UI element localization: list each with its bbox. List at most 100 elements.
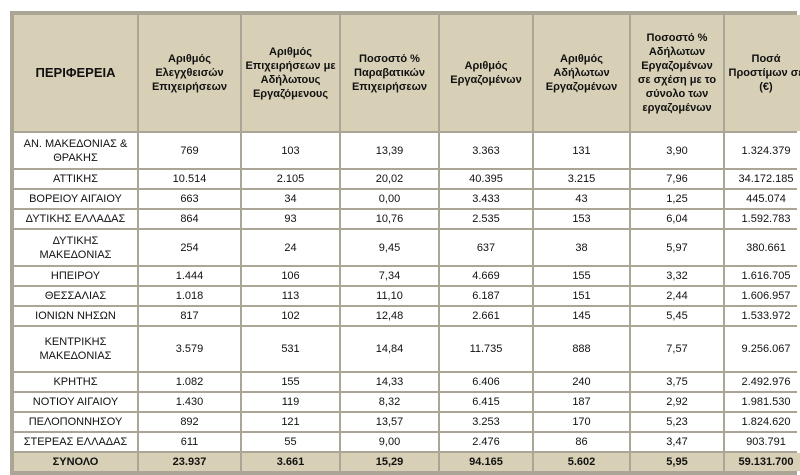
value-cell: 131 bbox=[534, 133, 629, 168]
table-row: ΠΕΛΟΠΟΝΝΗΣΟΥ 892 121 13,57 3.253 170 5,23 1.824… bbox=[14, 413, 800, 431]
table-row: ΗΠΕΙΡΟΥ 1.444 106 7,34 4.669 155 3,32 1.616.705 bbox=[14, 267, 800, 285]
value-cell: 1,25 bbox=[631, 190, 723, 208]
table-row: ΣΤΕΡΕΑΣ ΕΛΛΑΔΑΣ 611 55 9,00 2.476 86 3,47 903.7… bbox=[14, 433, 800, 451]
value-cell: 8,32 bbox=[341, 393, 438, 411]
value-cell: 3.363 bbox=[440, 133, 532, 168]
value-cell: 12,48 bbox=[341, 307, 438, 325]
region-cell: ΝΟΤΙΟΥ ΑΙΓΑΙΟΥ bbox=[14, 393, 137, 411]
value-cell: 2,44 bbox=[631, 287, 723, 305]
region-cell: ΑΝ. ΜΑΚΕΔΟΝΙΑΣ & ΘΡΑΚΗΣ bbox=[14, 133, 137, 168]
region-cell: ΚΕΝΤΡΙΚΗΣ ΜΑΚΕΔΟΝΙΑΣ bbox=[14, 327, 137, 371]
value-cell: 445.074 bbox=[725, 190, 800, 208]
value-cell: 103 bbox=[242, 133, 339, 168]
value-cell: 637 bbox=[440, 230, 532, 265]
region-cell: ΘΕΣΣΑΛΙΑΣ bbox=[14, 287, 137, 305]
value-cell: 1.616.705 bbox=[725, 267, 800, 285]
value-cell: 9.256.067 bbox=[725, 327, 800, 371]
value-cell: 11.735 bbox=[440, 327, 532, 371]
value-cell: 151 bbox=[534, 287, 629, 305]
value-cell: 14,33 bbox=[341, 373, 438, 391]
value-cell: 380.661 bbox=[725, 230, 800, 265]
value-cell: 1.324.379 bbox=[725, 133, 800, 168]
value-cell: 2.535 bbox=[440, 210, 532, 228]
header-cell: ΠΕΡΙΦΕΡΕΙΑ bbox=[14, 15, 137, 131]
value-cell: 3.215 bbox=[534, 170, 629, 188]
value-cell: 10.514 bbox=[139, 170, 240, 188]
table-frame: ΠΕΡΙΦΕΡΕΙΑ Αριθμός Ελεγχθεισών Επιχειρήσε… bbox=[10, 11, 800, 475]
value-cell: 6.415 bbox=[440, 393, 532, 411]
value-cell: 1.606.957 bbox=[725, 287, 800, 305]
value-cell: 531 bbox=[242, 327, 339, 371]
value-cell: 3.579 bbox=[139, 327, 240, 371]
value-cell: 24 bbox=[242, 230, 339, 265]
region-cell: ΔΥΤΙΚΗΣ ΕΛΛΑΔΑΣ bbox=[14, 210, 137, 228]
value-cell: 2.476 bbox=[440, 433, 532, 451]
value-cell: 611 bbox=[139, 433, 240, 451]
value-cell: 1.018 bbox=[139, 287, 240, 305]
value-cell: 113 bbox=[242, 287, 339, 305]
total-cell: 94.165 bbox=[440, 453, 532, 471]
value-cell: 10,76 bbox=[341, 210, 438, 228]
value-cell: 1.444 bbox=[139, 267, 240, 285]
value-cell: 119 bbox=[242, 393, 339, 411]
total-cell: 3.661 bbox=[242, 453, 339, 471]
table-row: ΝΟΤΙΟΥ ΑΙΓΑΙΟΥ 1.430 119 8,32 6.415 187 2,92 1.… bbox=[14, 393, 800, 411]
value-cell: 34.172.185 bbox=[725, 170, 800, 188]
value-cell: 2,92 bbox=[631, 393, 723, 411]
value-cell: 6,04 bbox=[631, 210, 723, 228]
value-cell: 34 bbox=[242, 190, 339, 208]
value-cell: 3.433 bbox=[440, 190, 532, 208]
value-cell: 903.791 bbox=[725, 433, 800, 451]
value-cell: 1.981.530 bbox=[725, 393, 800, 411]
value-cell: 3.253 bbox=[440, 413, 532, 431]
header-cell: Αριθμός Εργαζομένων bbox=[440, 15, 532, 131]
value-cell: 3,32 bbox=[631, 267, 723, 285]
region-cell: ΠΕΛΟΠΟΝΝΗΣΟΥ bbox=[14, 413, 137, 431]
region-cell: ΗΠΕΙΡΟΥ bbox=[14, 267, 137, 285]
table-row: ΒΟΡΕΙΟΥ ΑΙΓΑΙΟΥ 663 34 0,00 3.433 43 1,25 445.0… bbox=[14, 190, 800, 208]
value-cell: 13,57 bbox=[341, 413, 438, 431]
table-row: ΚΕΝΤΡΙΚΗΣ ΜΑΚΕΔΟΝΙΑΣ 3.579 531 14,84 11.735 8… bbox=[14, 327, 800, 371]
value-cell: 1.082 bbox=[139, 373, 240, 391]
header-cell: Αριθμός Αδήλωτων Εργαζομένων bbox=[534, 15, 629, 131]
value-cell: 2.492.976 bbox=[725, 373, 800, 391]
region-cell: ΙΟΝΙΩΝ ΝΗΣΩΝ bbox=[14, 307, 137, 325]
value-cell: 155 bbox=[242, 373, 339, 391]
value-cell: 6.406 bbox=[440, 373, 532, 391]
value-cell: 864 bbox=[139, 210, 240, 228]
value-cell: 7,34 bbox=[341, 267, 438, 285]
region-cell: ΣΤΕΡΕΑΣ ΕΛΛΑΔΑΣ bbox=[14, 433, 137, 451]
value-cell: 817 bbox=[139, 307, 240, 325]
value-cell: 121 bbox=[242, 413, 339, 431]
total-cell: 15,29 bbox=[341, 453, 438, 471]
table-row: ΙΟΝΙΩΝ ΝΗΣΩΝ 817 102 12,48 2.661 145 5,45 1.533… bbox=[14, 307, 800, 325]
total-row: ΣΥΝΟΛΟ 23.937 3.661 15,29 94.165 5.602 5,95 59.… bbox=[14, 453, 800, 471]
value-cell: 1.430 bbox=[139, 393, 240, 411]
value-cell: 3,75 bbox=[631, 373, 723, 391]
table-row: ΑΤΤΙΚΗΣ 10.514 2.105 20,02 40.395 3.215 7,96 34… bbox=[14, 170, 800, 188]
value-cell: 14,84 bbox=[341, 327, 438, 371]
header-cell: Ποσοστό % Αδήλωτων Εργαζομένων σε σχέση … bbox=[631, 15, 723, 131]
value-cell: 9,45 bbox=[341, 230, 438, 265]
value-cell: 155 bbox=[534, 267, 629, 285]
value-cell: 106 bbox=[242, 267, 339, 285]
value-cell: 102 bbox=[242, 307, 339, 325]
value-cell: 3,47 bbox=[631, 433, 723, 451]
value-cell: 9,00 bbox=[341, 433, 438, 451]
value-cell: 93 bbox=[242, 210, 339, 228]
value-cell: 888 bbox=[534, 327, 629, 371]
table-row: ΔΥΤΙΚΗΣ ΜΑΚΕΔΟΝΙΑΣ 254 24 9,45 637 38 5,97 380.… bbox=[14, 230, 800, 265]
region-cell: ΒΟΡΕΙΟΥ ΑΙΓΑΙΟΥ bbox=[14, 190, 137, 208]
table-row: ΔΥΤΙΚΗΣ ΕΛΛΑΔΑΣ 864 93 10,76 2.535 153 6,04 1.5… bbox=[14, 210, 800, 228]
value-cell: 1.824.620 bbox=[725, 413, 800, 431]
value-cell: 7,57 bbox=[631, 327, 723, 371]
total-cell: 5.602 bbox=[534, 453, 629, 471]
value-cell: 254 bbox=[139, 230, 240, 265]
value-cell: 1.592.783 bbox=[725, 210, 800, 228]
value-cell: 1.533.972 bbox=[725, 307, 800, 325]
value-cell: 5,45 bbox=[631, 307, 723, 325]
total-cell: 23.937 bbox=[139, 453, 240, 471]
total-cell: 5,95 bbox=[631, 453, 723, 471]
value-cell: 769 bbox=[139, 133, 240, 168]
